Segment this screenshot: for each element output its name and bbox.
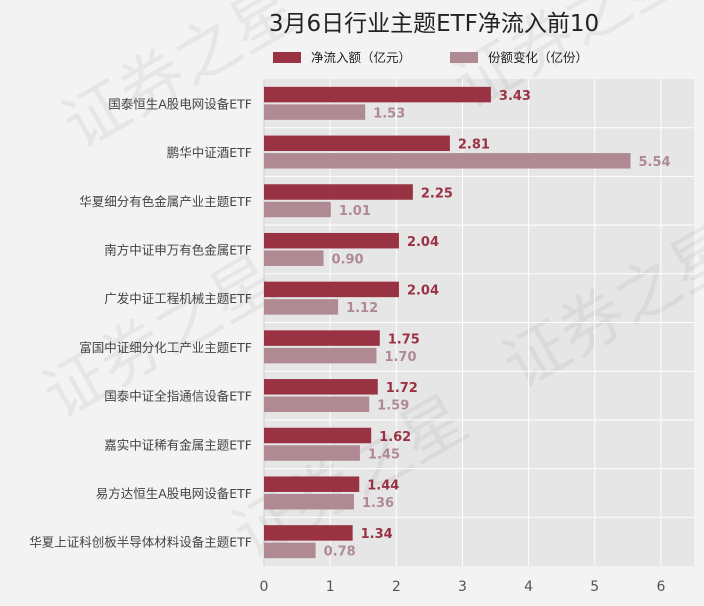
- bar-share-change: [264, 445, 360, 461]
- category-label: 华夏上证科创板半导体材料设备主题ETF: [29, 535, 252, 550]
- data-label: 1.62: [379, 430, 411, 445]
- category-label: 广发中证工程机械主题ETF: [104, 291, 252, 306]
- category-label: 鹏华中证酒ETF: [167, 145, 252, 160]
- legend-label: 份额变化（亿份）: [488, 50, 588, 65]
- bar-net-inflow: [264, 232, 399, 249]
- bar-share-change: [264, 542, 316, 559]
- data-label: 1.72: [386, 381, 418, 396]
- category-label: 嘉实中证稀有金属主题ETF: [104, 437, 252, 452]
- bar-share-change: [264, 299, 339, 315]
- data-label: 2.04: [407, 284, 439, 299]
- data-label: 1.59: [377, 399, 409, 414]
- data-label: 2.81: [458, 138, 490, 153]
- data-label: 1.44: [367, 478, 399, 493]
- category-label: 华夏细分有色金属产业主题ETF: [79, 194, 252, 209]
- data-label: 1.53: [373, 106, 405, 121]
- data-label: 3.43: [499, 89, 531, 104]
- data-label: 1.34: [361, 527, 393, 542]
- data-label: 0.78: [324, 545, 356, 560]
- x-tick-label: 4: [524, 579, 533, 595]
- x-tick-label: 1: [326, 579, 335, 595]
- legend-label: 净流入额（亿元）: [311, 50, 411, 65]
- bar-net-inflow: [264, 525, 353, 541]
- bar-share-change: [264, 250, 324, 266]
- data-label: 1.75: [388, 332, 420, 347]
- data-label: 1.12: [346, 301, 378, 316]
- category-label: 南方中证申万有色金属ETF: [104, 242, 252, 257]
- data-label: 1.70: [384, 350, 416, 365]
- data-label: 5.54: [638, 155, 670, 170]
- bar-share-change: [264, 153, 631, 169]
- x-tick-label: 3: [458, 579, 467, 595]
- category-label: 国泰中证全指通信设备ETF: [104, 389, 252, 404]
- data-label: 1.01: [339, 204, 371, 219]
- x-tick-label: 2: [392, 579, 401, 595]
- x-tick-label: 0: [260, 579, 269, 595]
- data-label: 1.36: [362, 496, 394, 511]
- category-label: 易方达恒生A股电网设备ETF: [96, 486, 252, 501]
- bar-share-change: [264, 347, 377, 364]
- bar-net-inflow: [264, 135, 450, 152]
- data-label: 0.90: [332, 252, 364, 267]
- category-label: 富国中证细分化工产业主题ETF: [79, 340, 252, 355]
- x-tick-label: 6: [656, 579, 665, 595]
- data-label: 2.25: [421, 186, 453, 201]
- category-label: 国泰恒生A股电网设备ETF: [108, 96, 252, 111]
- bar-net-inflow: [264, 379, 378, 395]
- bar-net-inflow: [264, 86, 491, 103]
- bar-share-change: [264, 201, 331, 218]
- bar-share-change: [264, 396, 370, 413]
- bar-net-inflow: [264, 330, 380, 346]
- x-tick-label: 5: [590, 579, 599, 595]
- bar-net-inflow: [264, 476, 360, 492]
- bar-net-inflow: [264, 427, 372, 444]
- bar-net-inflow: [264, 281, 399, 298]
- data-label: 1.45: [368, 447, 400, 462]
- bar-share-change: [264, 104, 366, 120]
- chart-title: 3月6日行业主题ETF净流入前10: [269, 11, 599, 37]
- legend-swatch: [450, 52, 478, 63]
- data-label: 2.04: [407, 235, 439, 250]
- bar-share-change: [264, 493, 354, 510]
- bar-net-inflow: [264, 184, 413, 200]
- watermark-text: 证券之星: [31, 242, 290, 434]
- legend-swatch: [273, 52, 301, 63]
